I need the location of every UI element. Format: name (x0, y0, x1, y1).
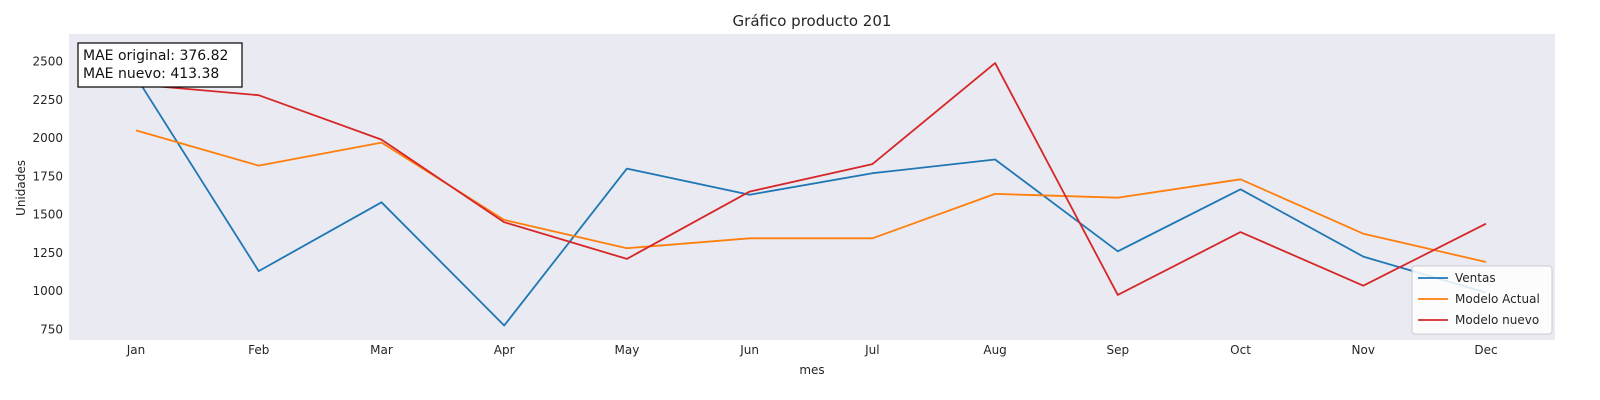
x-tick-label: May (615, 343, 640, 357)
y-tick-label: 1250 (32, 246, 63, 260)
chart-title: Gráfico producto 201 (733, 12, 892, 30)
legend-frame (1411, 265, 1553, 335)
x-tick-label: Nov (1352, 343, 1375, 357)
y-axis-label: Unidades (14, 160, 28, 216)
legend: Ventas Modelo Actual Modelo nuevo (1411, 265, 1553, 335)
y-tick-label: 1750 (32, 169, 63, 183)
legend-label-modelo-nuevo: Modelo nuevo (1455, 313, 1539, 327)
x-tick-label: Jun (739, 343, 759, 357)
x-tick-label: Mar (370, 343, 393, 357)
x-tick-label: Jul (864, 343, 879, 357)
x-tick-label: Feb (248, 343, 269, 357)
mae-original-text: MAE original: 376.82 (83, 48, 228, 64)
x-tick-label: Aug (983, 343, 1006, 357)
plot-area (69, 34, 1555, 340)
x-tick-label: Dec (1474, 343, 1497, 357)
legend-label-modelo-actual: Modelo Actual (1455, 292, 1540, 306)
y-tick-label: 2000 (32, 131, 63, 145)
series-lines (135, 62, 1487, 327)
series-line-ventas (135, 76, 1487, 327)
x-axis-ticks: Jan Feb Mar Apr May Jun Jul Aug Sep Oct Nov Dec (126, 343, 1498, 357)
mae-new-text: MAE nuevo: 413.38 (83, 66, 219, 82)
y-tick-label: 2250 (32, 93, 63, 107)
series-line-modelo-actual (135, 129, 1487, 263)
x-tick-label: Sep (1107, 343, 1130, 357)
y-tick-label: 1500 (32, 208, 63, 222)
x-tick-label: Oct (1230, 343, 1251, 357)
x-tick-label: Jan (126, 343, 146, 357)
mae-annotation-box: MAE original: 376.82 MAE nuevo: 413.38 (77, 42, 243, 88)
x-axis-label: mes (799, 363, 824, 377)
y-tick-label: 2500 (32, 55, 63, 69)
y-tick-label: 750 (40, 322, 63, 336)
legend-label-ventas: Ventas (1455, 271, 1496, 285)
y-tick-label: 1000 (32, 284, 63, 298)
mae-annotation-frame (77, 42, 243, 88)
series-line-modelo-nuevo (135, 62, 1487, 296)
x-tick-label: Apr (494, 343, 515, 357)
y-axis-ticks: 750 1000 1250 1500 1750 2000 2250 2500 (32, 55, 63, 337)
